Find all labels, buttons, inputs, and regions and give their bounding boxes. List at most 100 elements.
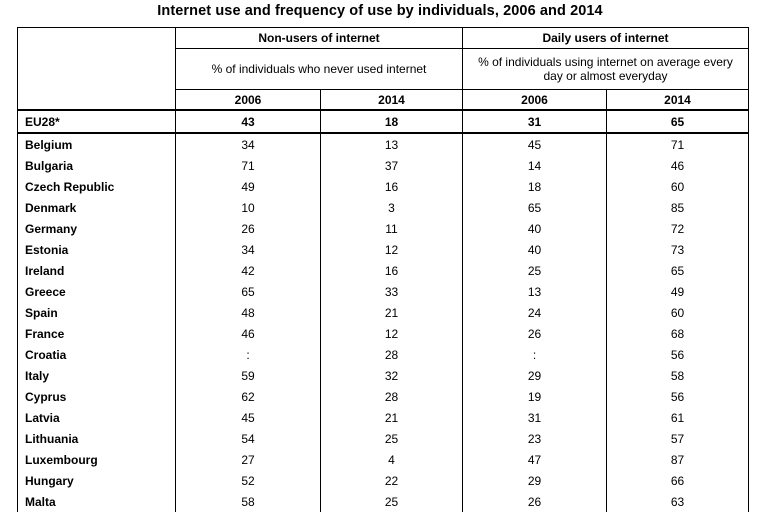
value-cell: 34 bbox=[175, 133, 321, 155]
value-cell: 25 bbox=[462, 260, 607, 281]
country-cell: Hungary bbox=[17, 470, 176, 491]
country-cell: France bbox=[17, 323, 176, 344]
table-row: Italy 59 32 29 58 bbox=[17, 365, 749, 386]
value-cell: 4 bbox=[320, 449, 463, 470]
value-cell: 29 bbox=[462, 365, 607, 386]
value-cell: 61 bbox=[606, 407, 749, 428]
value-cell: 56 bbox=[606, 386, 749, 407]
value-cell: 16 bbox=[320, 260, 463, 281]
table-row: Luxembourg 27 4 47 87 bbox=[17, 449, 749, 470]
value-cell: 28 bbox=[320, 344, 463, 365]
table-title: Internet use and frequency of use by ind… bbox=[157, 3, 603, 19]
group-description-non-users: % of individuals who never used internet bbox=[175, 48, 463, 90]
value-cell: 45 bbox=[175, 407, 321, 428]
group-description-daily-users: % of individuals using internet on avera… bbox=[462, 48, 749, 90]
value-cell: : bbox=[462, 344, 607, 365]
table-row-eu-aggregate: EU28* 43 18 31 65 bbox=[17, 109, 749, 134]
value-cell: 26 bbox=[462, 323, 607, 344]
value-cell: 11 bbox=[320, 218, 463, 239]
value-cell: 13 bbox=[462, 281, 607, 302]
value-cell: 85 bbox=[606, 197, 749, 218]
country-cell: Malta bbox=[17, 491, 176, 512]
value-cell: 25 bbox=[320, 428, 463, 449]
value-cell: 65 bbox=[175, 281, 321, 302]
value-cell: 52 bbox=[175, 470, 321, 491]
value-cell: 40 bbox=[462, 218, 607, 239]
table-row: Greece 65 33 13 49 bbox=[17, 281, 749, 302]
value-cell: 12 bbox=[320, 323, 463, 344]
value-cell: 10 bbox=[175, 197, 321, 218]
value-cell: 49 bbox=[606, 281, 749, 302]
table-row: Cyprus 62 28 19 56 bbox=[17, 386, 749, 407]
table-row: France 46 12 26 68 bbox=[17, 323, 749, 344]
value-cell: 42 bbox=[175, 260, 321, 281]
value-cell: : bbox=[175, 344, 321, 365]
value-cell: 14 bbox=[462, 155, 607, 176]
value-cell: 47 bbox=[462, 449, 607, 470]
value-cell: 60 bbox=[606, 302, 749, 323]
country-cell: Lithuania bbox=[17, 428, 176, 449]
year-header: 2014 bbox=[320, 89, 463, 110]
value-cell: 16 bbox=[320, 176, 463, 197]
value-cell: 68 bbox=[606, 323, 749, 344]
value-cell: 31 bbox=[462, 109, 607, 134]
value-cell: 26 bbox=[462, 491, 607, 512]
value-cell: 23 bbox=[462, 428, 607, 449]
value-cell: 21 bbox=[320, 302, 463, 323]
value-cell: 24 bbox=[462, 302, 607, 323]
value-cell: 12 bbox=[320, 239, 463, 260]
country-cell: Greece bbox=[17, 281, 176, 302]
value-cell: 43 bbox=[175, 109, 321, 134]
table-row: Hungary 52 22 29 66 bbox=[17, 470, 749, 491]
value-cell: 27 bbox=[175, 449, 321, 470]
value-cell: 73 bbox=[606, 239, 749, 260]
value-cell: 58 bbox=[175, 491, 321, 512]
table-row: Estonia 34 12 40 73 bbox=[17, 239, 749, 260]
value-cell: 22 bbox=[320, 470, 463, 491]
value-cell: 45 bbox=[462, 133, 607, 155]
group-header-daily-users: Daily users of internet bbox=[462, 27, 749, 49]
value-cell: 48 bbox=[175, 302, 321, 323]
internet-use-table: Non-users of internet Daily users of int… bbox=[17, 27, 749, 512]
value-cell: 33 bbox=[320, 281, 463, 302]
value-cell: 18 bbox=[462, 176, 607, 197]
country-cell: Cyprus bbox=[17, 386, 176, 407]
country-cell: Italy bbox=[17, 365, 176, 386]
group-header-non-users: Non-users of internet bbox=[175, 27, 463, 49]
table-row: Malta 58 25 26 63 bbox=[17, 491, 749, 512]
value-cell: 71 bbox=[606, 133, 749, 155]
value-cell: 65 bbox=[462, 197, 607, 218]
value-cell: 34 bbox=[175, 239, 321, 260]
value-cell: 65 bbox=[606, 109, 749, 134]
value-cell: 60 bbox=[606, 176, 749, 197]
country-cell: Latvia bbox=[17, 407, 176, 428]
value-cell: 56 bbox=[606, 344, 749, 365]
value-cell: 54 bbox=[175, 428, 321, 449]
value-cell: 46 bbox=[175, 323, 321, 344]
country-cell: Germany bbox=[17, 218, 176, 239]
country-cell: Belgium bbox=[17, 133, 176, 155]
value-cell: 37 bbox=[320, 155, 463, 176]
value-cell: 59 bbox=[175, 365, 321, 386]
value-cell: 66 bbox=[606, 470, 749, 491]
value-cell: 46 bbox=[606, 155, 749, 176]
value-cell: 19 bbox=[462, 386, 607, 407]
value-cell: 49 bbox=[175, 176, 321, 197]
value-cell: 28 bbox=[320, 386, 463, 407]
value-cell: 57 bbox=[606, 428, 749, 449]
value-cell: 87 bbox=[606, 449, 749, 470]
year-header: 2006 bbox=[175, 89, 321, 110]
table-row: Germany 26 11 40 72 bbox=[17, 218, 749, 239]
country-cell: Luxembourg bbox=[17, 449, 176, 470]
table-row: Spain 48 21 24 60 bbox=[17, 302, 749, 323]
corner-cell bbox=[17, 27, 176, 110]
country-cell: EU28* bbox=[17, 109, 176, 134]
country-cell: Denmark bbox=[17, 197, 176, 218]
value-cell: 62 bbox=[175, 386, 321, 407]
country-cell: Ireland bbox=[17, 260, 176, 281]
table-row: Belgium 34 13 45 71 bbox=[17, 133, 749, 155]
value-cell: 26 bbox=[175, 218, 321, 239]
table-row: Lithuania 54 25 23 57 bbox=[17, 428, 749, 449]
value-cell: 3 bbox=[320, 197, 463, 218]
table-row: Latvia 45 21 31 61 bbox=[17, 407, 749, 428]
